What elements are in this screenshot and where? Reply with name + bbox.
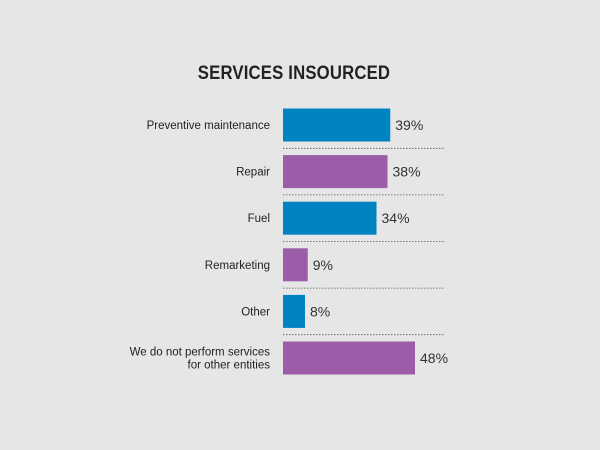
category-label-0: Preventive maintenance <box>147 120 270 132</box>
value-label-1: 38% <box>393 164 421 180</box>
value-label-2: 34% <box>382 210 410 226</box>
category-label-5-line-1: for other entities <box>188 360 271 372</box>
value-label-0: 39% <box>395 117 423 133</box>
category-label-4: Other <box>241 306 270 318</box>
bar-4 <box>283 294 305 328</box>
bar-0 <box>283 108 391 142</box>
chart-title: SERVICES INSOURCED <box>197 63 391 84</box>
bar-2 <box>283 201 377 235</box>
category-label-2: Fuel <box>248 213 270 225</box>
category-label-3: Remarketing <box>205 260 270 272</box>
bar-3 <box>283 248 308 282</box>
value-label-4: 8% <box>310 303 330 319</box>
category-label-1: Repair <box>236 167 270 179</box>
value-label-5: 48% <box>420 350 448 366</box>
value-label-3: 9% <box>313 257 333 273</box>
bar-1 <box>283 155 388 189</box>
bar-5 <box>283 341 415 375</box>
category-label-5-line-0: We do not perform services <box>130 347 271 359</box>
